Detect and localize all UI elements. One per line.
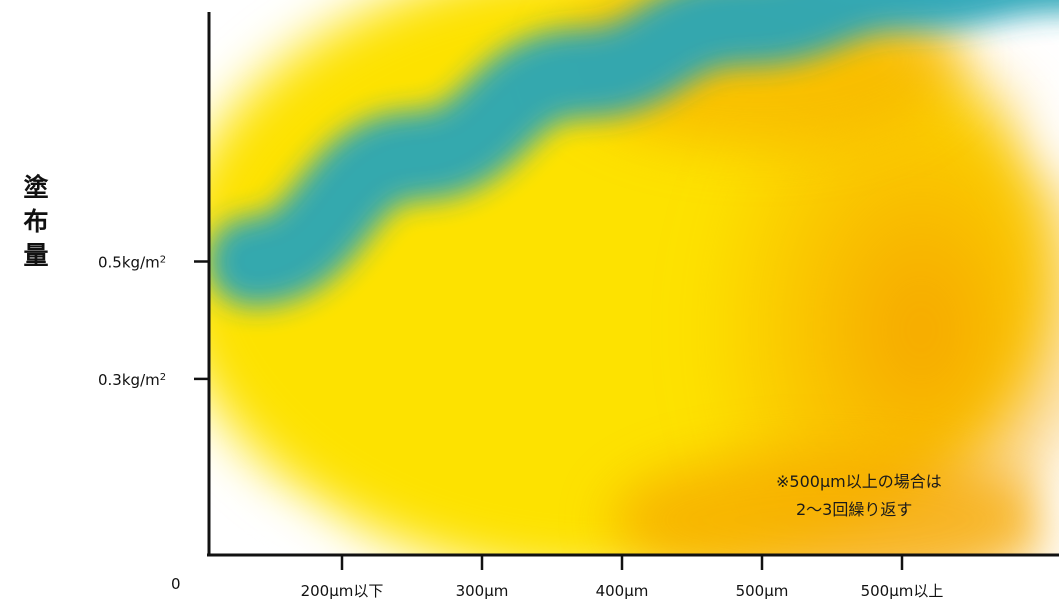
y-tick-label: 0.5kg/m2 xyxy=(98,254,166,272)
y-axis-title: 塗布量 xyxy=(23,173,48,270)
y-axis-title-char: 塗 xyxy=(23,173,48,202)
pale-right-bottom-blob xyxy=(1030,415,1059,556)
x-tick-label: 500μm xyxy=(736,582,789,600)
x-tick-label: 500μm以上 xyxy=(861,582,944,600)
pale-right-top-blob xyxy=(1015,42,1059,198)
y-tick-label-superscript: 2 xyxy=(160,254,166,265)
orange-bottom-blob xyxy=(610,450,1050,556)
axes xyxy=(207,12,1059,557)
y-tick-label-superscript: 2 xyxy=(160,371,166,382)
annotation-line-2: 2〜3回繰り返す xyxy=(796,500,912,519)
x-tick-label: 400μm xyxy=(596,582,649,600)
x-ticks: 200μm以下 300μm 400μm 500μm 500μm以上 xyxy=(301,555,944,600)
annotation-note: ※500μm以上の場合は 2〜3回繰り返す xyxy=(776,472,942,519)
origin-label: 0 xyxy=(171,575,181,593)
orange-blob xyxy=(690,30,1059,556)
annotation-line-1: ※500μm以上の場合は xyxy=(776,472,942,491)
x-tick-label: 300μm xyxy=(456,582,509,600)
coverage-band xyxy=(210,0,1059,307)
color-background xyxy=(210,0,1059,556)
y-tick-label: 0.3kg/m2 xyxy=(98,371,166,389)
x-tick-label: 200μm以下 xyxy=(301,582,384,600)
y-axis-title-char: 布 xyxy=(23,207,48,236)
y-ticks: 1.0kg/m20.5kg/m20.3kg/m2 xyxy=(98,254,209,389)
y-axis-title-char: 量 xyxy=(23,241,48,270)
pale-corner-blob xyxy=(210,490,360,556)
